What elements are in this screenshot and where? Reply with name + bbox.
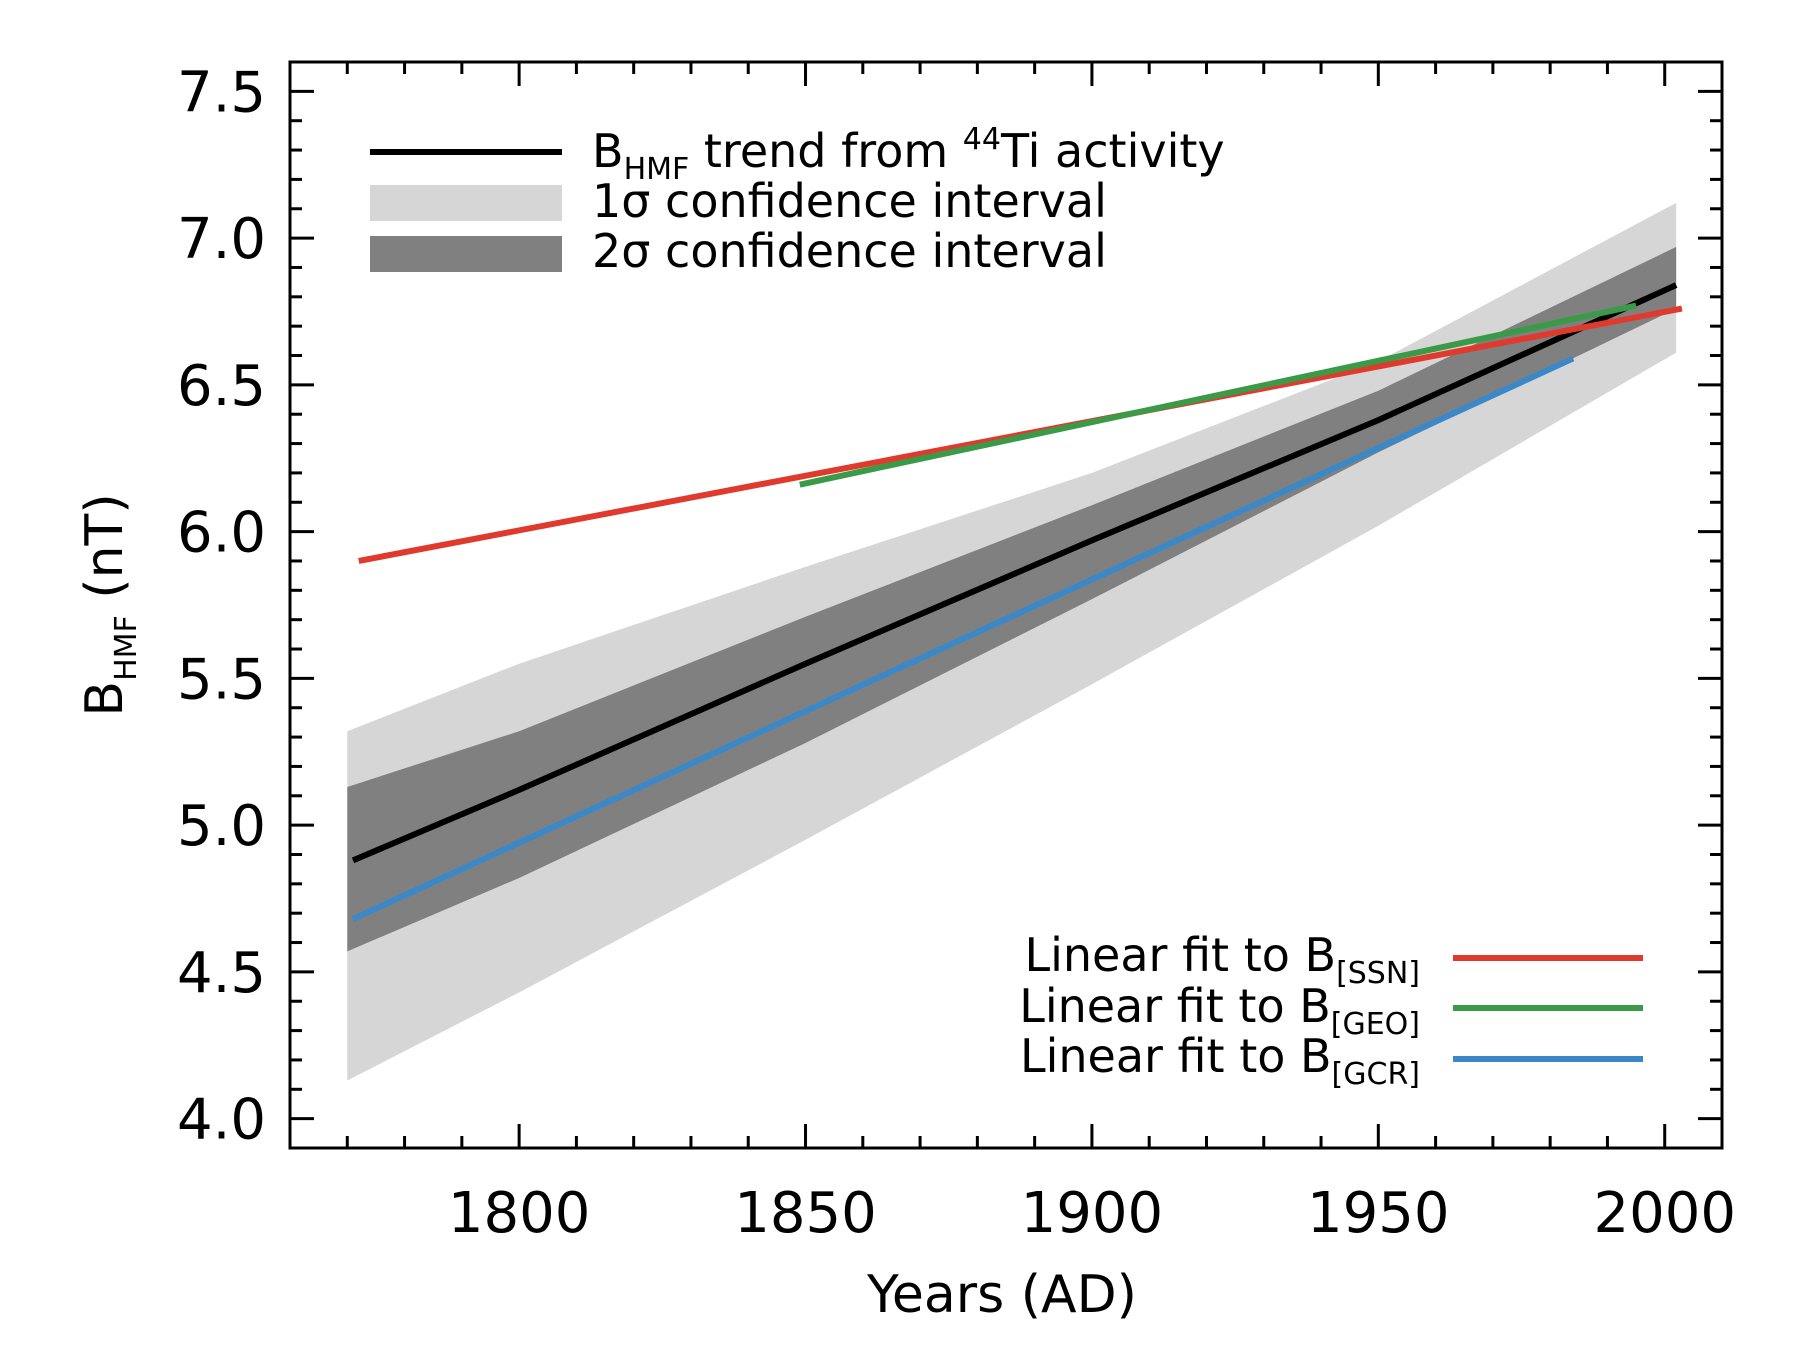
y-tick-label: 7.5 bbox=[177, 60, 266, 125]
legend-swatch-2sigma bbox=[370, 236, 562, 272]
y-tick-label: 6.0 bbox=[177, 501, 266, 566]
y-axis-title-sub: HMF bbox=[109, 615, 144, 681]
x-tick-label: 1950 bbox=[1307, 1181, 1450, 1246]
series-lines bbox=[351, 282, 1683, 922]
tick-labels: 1800 1850 1900 1950 2000 4.0 4.5 5.0 5.5 6.0 6.5 7.… bbox=[177, 60, 1736, 1246]
y-tick-label: 5.0 bbox=[177, 794, 266, 859]
y-axis-title-main: B bbox=[75, 681, 135, 717]
y-tick-label: 4.5 bbox=[177, 941, 266, 1006]
y-tick-label: 6.5 bbox=[177, 354, 266, 419]
legend-label-geo: Linear fit to B[GEO] bbox=[1019, 979, 1420, 1042]
confidence-bands bbox=[347, 202, 1677, 1081]
y-tick-label: 4.0 bbox=[177, 1088, 266, 1153]
x-tick-label: 1800 bbox=[448, 1181, 591, 1246]
legend-top: BHMF trend from 44Ti activity 1σ confide… bbox=[370, 122, 1225, 278]
legend-label-gcr: Linear fit to B[GCR] bbox=[1020, 1029, 1420, 1092]
legend-label-trend: BHMF trend from 44Ti activity bbox=[592, 122, 1225, 187]
x-tick-label: 1850 bbox=[734, 1181, 877, 1246]
x-axis-title: Years (AD) bbox=[866, 1265, 1137, 1325]
legend-swatch-1sigma bbox=[370, 185, 562, 221]
series-line-b-hmf-trend-from-44ti-activity bbox=[351, 282, 1678, 864]
x-tick-label: 1900 bbox=[1021, 1181, 1164, 1246]
y-axis-title-unit: (nT) bbox=[75, 493, 135, 615]
series-line-linear-fit-to-b-gcr bbox=[351, 355, 1575, 922]
series-line-linear-fit-to-b-geo bbox=[799, 302, 1637, 488]
legend-label-1sigma: 1σ confidence interval bbox=[592, 174, 1107, 228]
plot-frame bbox=[288, 60, 1724, 1150]
legend-label-ssn: Linear fit to B[SSN] bbox=[1024, 928, 1420, 991]
x-tick-label: 2000 bbox=[1593, 1181, 1736, 1246]
y-tick-label: 5.5 bbox=[177, 647, 266, 712]
legend-bottom: Linear fit to B[SSN] Linear fit to B[GEO… bbox=[1019, 928, 1643, 1092]
band-2-confidence-interval bbox=[347, 246, 1677, 952]
y-axis-title: BHMF (nT) bbox=[75, 493, 144, 716]
legend-label-2sigma: 2σ confidence interval bbox=[592, 224, 1107, 278]
axis-ticks bbox=[288, 60, 1724, 1150]
y-tick-label: 7.0 bbox=[177, 207, 266, 272]
